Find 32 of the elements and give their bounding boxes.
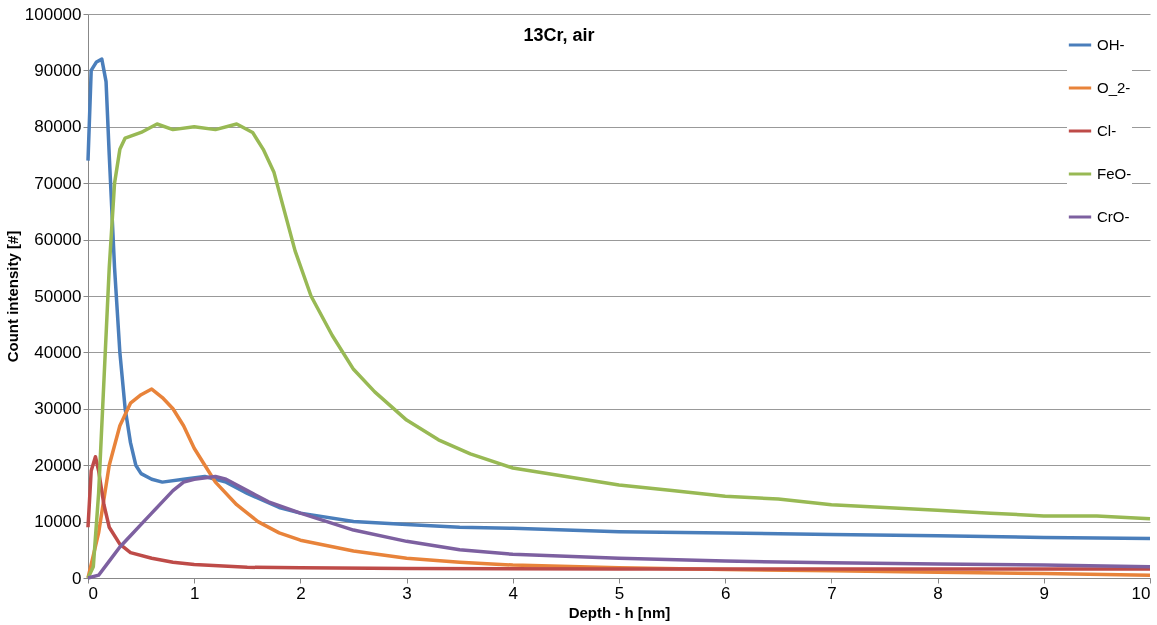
- x-tick-label: 1: [189, 583, 200, 603]
- legend-label: Cl-: [1097, 122, 1117, 139]
- legend-label: FeO-: [1097, 165, 1132, 182]
- x-tick-label: 3: [402, 583, 412, 603]
- y-tick-label: 30000: [34, 399, 82, 419]
- x-tick-label: 5: [614, 583, 625, 603]
- y-tick-label: 100000: [24, 4, 82, 24]
- line-series: [86, 454, 1152, 571]
- y-tick-label: 90000: [34, 60, 82, 80]
- x-tick-label: 4: [508, 583, 519, 603]
- legend-label: O_2-: [1097, 79, 1131, 96]
- y-tick-label: 80000: [34, 117, 82, 137]
- x-axis-title: Depth - h [nm]: [568, 603, 671, 621]
- x-tick-label: 7: [827, 583, 837, 603]
- x-tick-label: 2: [296, 583, 306, 603]
- legend-label: CrO-: [1097, 208, 1130, 225]
- y-tick-label: 40000: [34, 342, 82, 362]
- x-tick-label: 6: [720, 583, 731, 603]
- y-tick-label: 0: [72, 568, 82, 588]
- legend-label: OH-: [1097, 36, 1125, 53]
- line-series: [86, 57, 1152, 541]
- y-tick-label: 50000: [34, 286, 82, 306]
- text: 13Cr, air: [523, 25, 595, 45]
- x-tick-label: 9: [1039, 583, 1050, 603]
- y-tick-label: 20000: [34, 455, 82, 475]
- y-tick-label: 60000: [34, 230, 82, 250]
- y-tick-label: 70000: [34, 173, 82, 193]
- x-tick-label: 8: [933, 583, 943, 603]
- y-tick-label: 10000: [34, 512, 82, 532]
- y-axis-title: Count intensity [#]: [3, 230, 21, 363]
- x-tick-label: 10: [1131, 583, 1151, 603]
- x-tick-label: 0: [88, 583, 98, 603]
